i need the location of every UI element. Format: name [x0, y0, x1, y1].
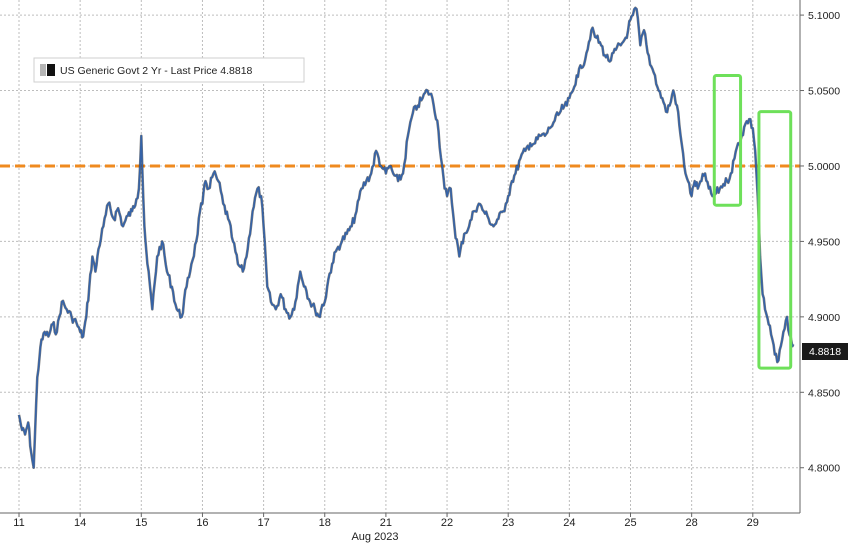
x-tick-label: 18: [319, 517, 331, 529]
price-line: [18, 7, 794, 469]
x-tick-label: 23: [502, 517, 514, 529]
legend: US Generic Govt 2 Yr - Last Price 4.8818: [33, 57, 305, 83]
y-tick-label: 5.0000: [808, 161, 840, 173]
last-price-value: 4.8818: [809, 346, 841, 358]
last-price-box: [802, 343, 848, 360]
x-tick-label: 22: [441, 517, 453, 529]
legend-swatch-dark: [47, 64, 55, 76]
y-tick-label: 4.8500: [808, 387, 840, 399]
x-tick-label: 14: [74, 517, 86, 529]
x-tick-label: 29: [747, 517, 759, 529]
highlight-box: [712, 73, 743, 207]
y-tick-label: 5.0500: [808, 86, 840, 98]
last-price-tag: 4.8818: [802, 343, 848, 360]
x-tick-label: 28: [686, 517, 698, 529]
x-tick-label: 16: [196, 517, 208, 529]
x-tick-label: 25: [624, 517, 636, 529]
y-tick-label: 5.1000: [808, 10, 840, 22]
x-tick-label: 11: [13, 517, 24, 529]
axes: 11 14 15 16 17 18 21 22 23 24 25 28 29 5.1000 5.0500 5.…: [0, 0, 840, 529]
legend-box: [33, 57, 305, 83]
y-tick-label: 4.9000: [808, 312, 840, 324]
legend-label: US Generic Govt 2 Yr - Last Price 4.8818: [60, 65, 253, 77]
price-series-layer: [17, 6, 795, 469]
highlight-box: [757, 110, 793, 370]
legend-swatch-gray: [40, 64, 46, 76]
x-tick-label: 21: [380, 517, 392, 529]
x-tick-label: 24: [563, 517, 575, 529]
highlight-boxes: [712, 73, 793, 370]
y-tick-label: 4.9500: [808, 236, 840, 248]
gridlines: [0, 0, 800, 513]
x-tick-label: 17: [257, 517, 269, 529]
y-tick-label: 4.8000: [808, 463, 840, 475]
x-tick-label: 15: [135, 517, 147, 529]
x-axis-label: Aug 2023: [351, 531, 398, 543]
